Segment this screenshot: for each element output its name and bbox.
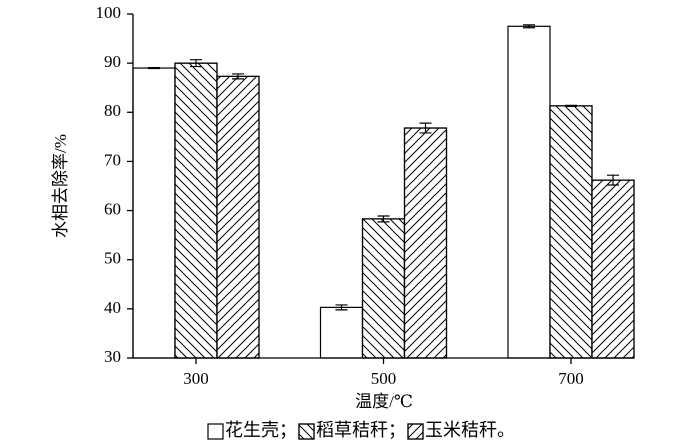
y-tick-label: 70 [104,150,121,169]
legend-label: 稻草秸秆； [316,420,406,440]
error-bar [232,73,244,80]
legend-label: 花生壳； [225,420,297,440]
error-bar [419,122,432,134]
x-axis-label: 温度/℃ [355,392,413,411]
bar [507,25,551,359]
x-tick-label: 300 [183,369,209,388]
error-bar [607,174,619,186]
bar-hatch [549,105,593,359]
error-bar [148,66,160,70]
error-bar [190,59,202,68]
error-bar [335,304,348,311]
error-bar [377,215,390,223]
error-bar [565,104,577,107]
bar [132,67,176,359]
y-axis-label: 水相去除率/% [51,134,70,238]
x-tick-label: 700 [558,369,584,388]
x-tick-label: 500 [371,369,397,388]
legend-swatch-hatch [407,423,424,440]
legend-swatch-hatch [298,423,315,440]
bar-hatch [403,127,448,359]
bar-hatch [361,218,406,359]
y-tick-label: 50 [104,249,121,268]
error-bar [523,24,535,29]
y-tick-label: 80 [104,101,121,120]
y-tick-label: 90 [104,52,121,71]
legend-swatch [207,423,224,440]
legend-label: 玉米秸秆。 [425,420,515,440]
y-tick-label: 40 [104,298,121,317]
bar [319,306,364,359]
bar-hatch [174,62,218,359]
bar-hatch [591,179,635,359]
bar-hatch [216,75,260,359]
y-tick-label: 100 [96,3,122,22]
y-tick-label: 30 [104,347,121,366]
y-tick-label: 60 [104,199,121,218]
